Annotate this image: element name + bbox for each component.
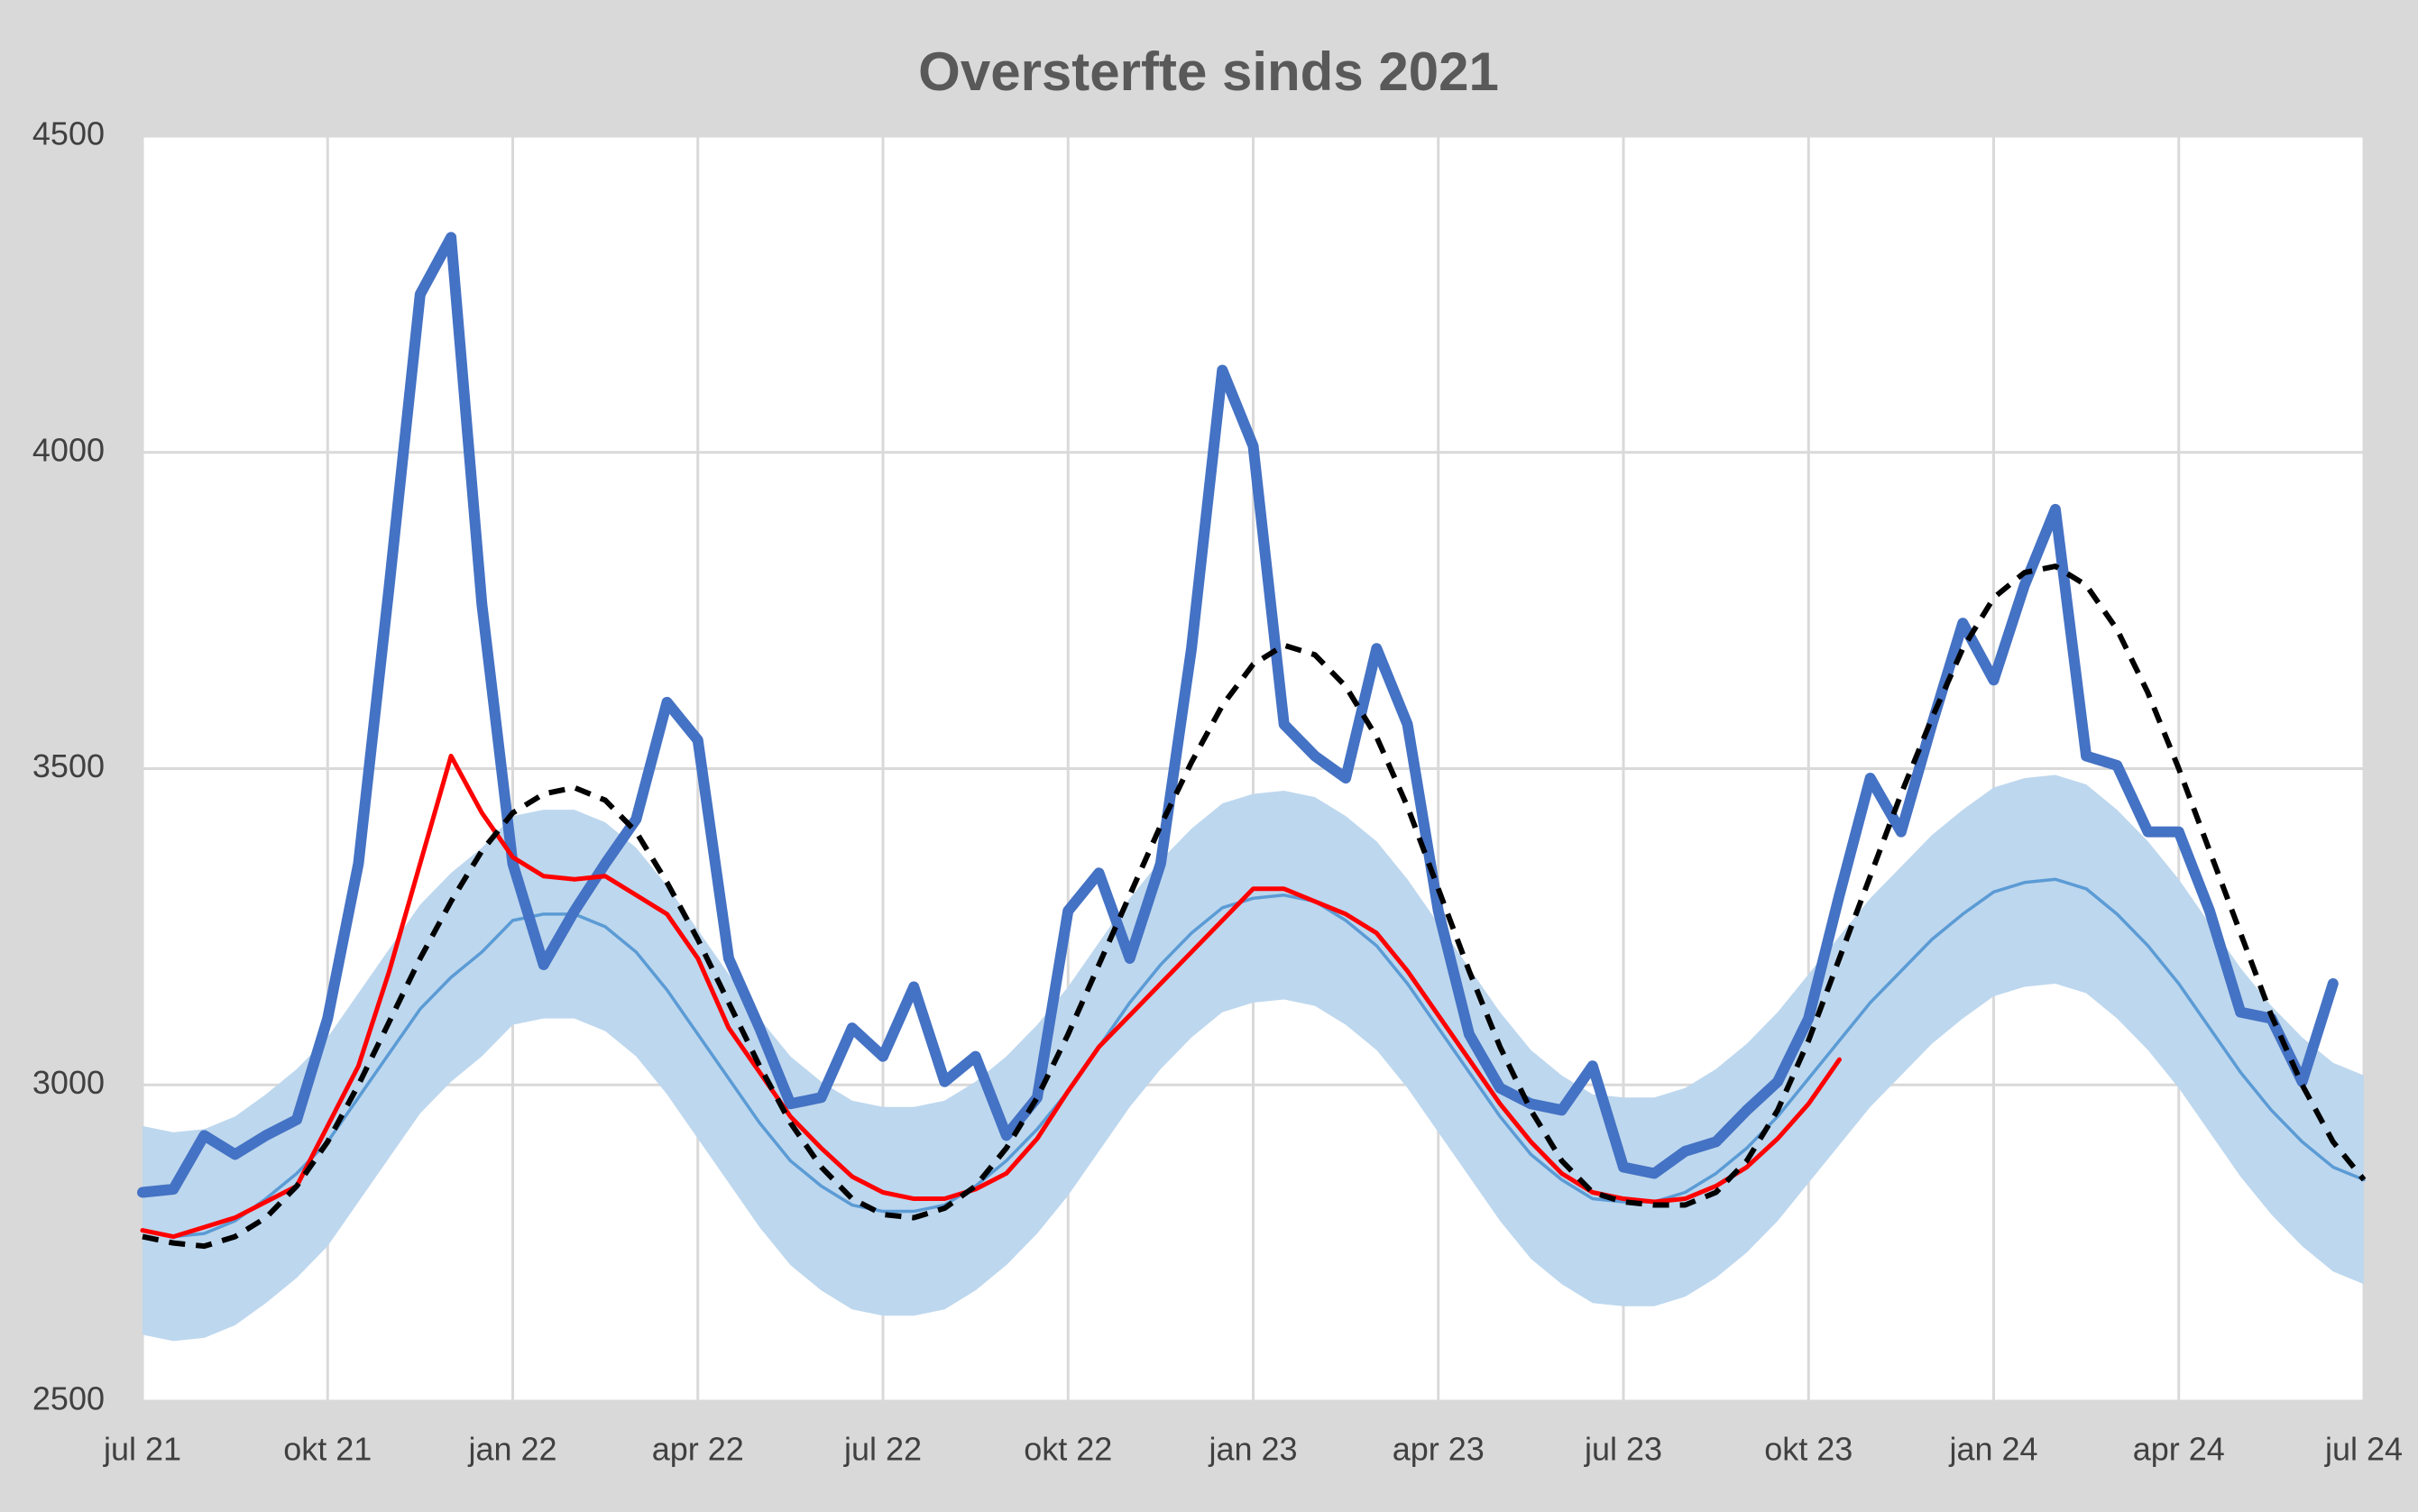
x-tick-label: apr 23 — [1393, 1431, 1485, 1468]
series-line — [141, 877, 2366, 1239]
x-tick-label: apr 22 — [652, 1431, 744, 1468]
y-tick-label: 4500 — [32, 115, 105, 152]
x-tick-label: jul 21 — [103, 1431, 181, 1468]
x-tick-label: jul 24 — [2324, 1431, 2403, 1468]
x-tick-label: jul 23 — [1584, 1431, 1662, 1468]
y-tick-label: 4000 — [32, 431, 105, 468]
x-tick-label: okt 21 — [283, 1431, 372, 1468]
x-tick-label: apr 24 — [2133, 1431, 2225, 1468]
x-tick-label: jul 22 — [843, 1431, 922, 1468]
y-tick-label: 2500 — [32, 1380, 105, 1417]
y-tick-label: 3500 — [32, 747, 105, 784]
chart-title: Oversterfte sinds 2021 — [918, 41, 1499, 102]
y-tick-label: 3000 — [32, 1064, 105, 1101]
series-line — [140, 753, 1842, 1240]
x-tick-label: okt 23 — [1764, 1431, 1853, 1468]
x-tick-label: okt 22 — [1024, 1431, 1112, 1468]
series-line — [142, 564, 2367, 1250]
x-tick-label: jan 24 — [1948, 1431, 2037, 1468]
x-tick-label: jan 23 — [1208, 1431, 1297, 1468]
x-tick-label: jan 22 — [467, 1431, 556, 1468]
